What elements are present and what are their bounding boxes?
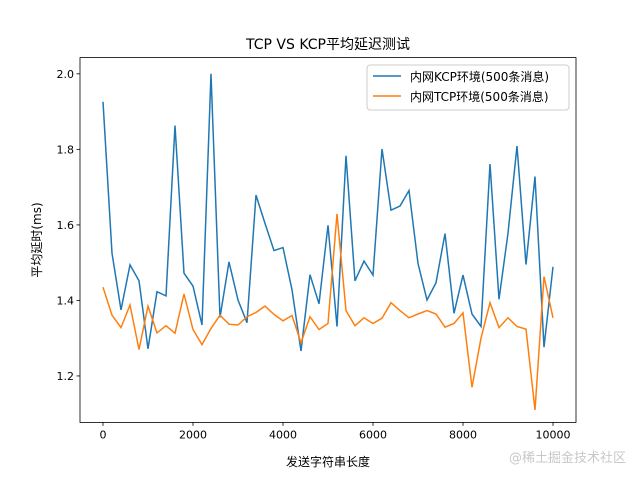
x-tick-label: 2000 xyxy=(179,428,207,441)
x-tick-label: 0 xyxy=(99,428,106,441)
x-tick-label: 4000 xyxy=(269,428,297,441)
legend-box xyxy=(366,64,570,111)
legend-label-kcp: 内网KCP环境(500条消息) xyxy=(410,69,549,84)
x-tick-label: 6000 xyxy=(359,428,387,441)
series-line-0 xyxy=(102,73,554,352)
y-tick-label: 1.4 xyxy=(57,294,75,307)
legend-label-tcp: 内网TCP环境(500条消息) xyxy=(410,89,549,104)
legend: 内网KCP环境(500条消息) 内网TCP环境(500条消息) xyxy=(366,64,570,111)
y-tick-label: 1.2 xyxy=(57,370,75,383)
watermark: @稀土掘金技术社区 xyxy=(508,451,626,466)
x-tick-label: 8000 xyxy=(449,428,477,441)
y-tick-label: 2.0 xyxy=(57,68,75,81)
x-tick-label: 10000 xyxy=(536,428,571,441)
plot-frame xyxy=(79,57,577,423)
y-axis-label: 平均延时(ms) xyxy=(30,202,44,277)
x-axis-label: 发送字符串长度 xyxy=(286,454,370,469)
chart-title: TCP VS KCP平均延迟测试 xyxy=(245,37,410,53)
y-tick-label: 1.6 xyxy=(57,219,75,232)
series-line-1 xyxy=(102,213,554,410)
y-tick-label: 1.8 xyxy=(57,143,75,156)
